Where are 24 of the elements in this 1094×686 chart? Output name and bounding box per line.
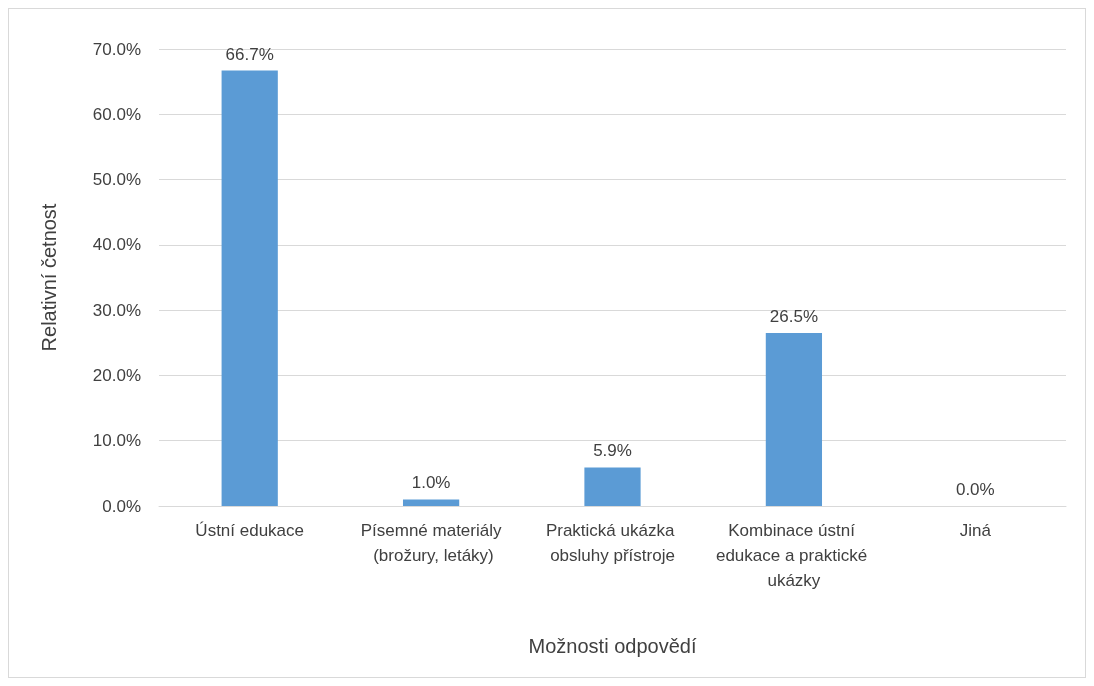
y-axis-title: Relativní četnost (38, 203, 60, 352)
y-tick-label: 60.0% (92, 104, 141, 124)
data-label: 66.7% (225, 44, 274, 64)
x-axis-title: Možnosti odpovědí (528, 635, 697, 657)
y-tick-label: 70.0% (92, 39, 141, 59)
y-tick-label: 50.0% (92, 170, 141, 190)
y-tick-label: 40.0% (92, 235, 141, 255)
y-tick-label: 20.0% (92, 365, 141, 385)
data-label: 5.9% (593, 441, 632, 461)
data-label: 0.0% (955, 480, 995, 499)
x-tick-label: Kombinace ústní edukace a praktické ukázky (715, 521, 872, 590)
y-tick-label: 30.0% (92, 300, 141, 320)
bar (765, 332, 823, 506)
x-tick-label: Písemné materiály (brožury, letáky) (360, 521, 502, 565)
data-label: 1.0% (411, 473, 451, 493)
x-tick-label: Jiná (959, 521, 992, 540)
x-tick-label: Praktická ukázka obsluhy přístroje (545, 521, 680, 565)
bar (221, 70, 278, 506)
bar (584, 467, 641, 506)
y-tick-label: 0.0% (102, 496, 141, 516)
data-label: 26.5% (769, 306, 818, 326)
x-tick-label: Ústní edukace (195, 521, 305, 540)
y-tick-label: 10.0% (92, 431, 141, 451)
bar (402, 499, 460, 506)
